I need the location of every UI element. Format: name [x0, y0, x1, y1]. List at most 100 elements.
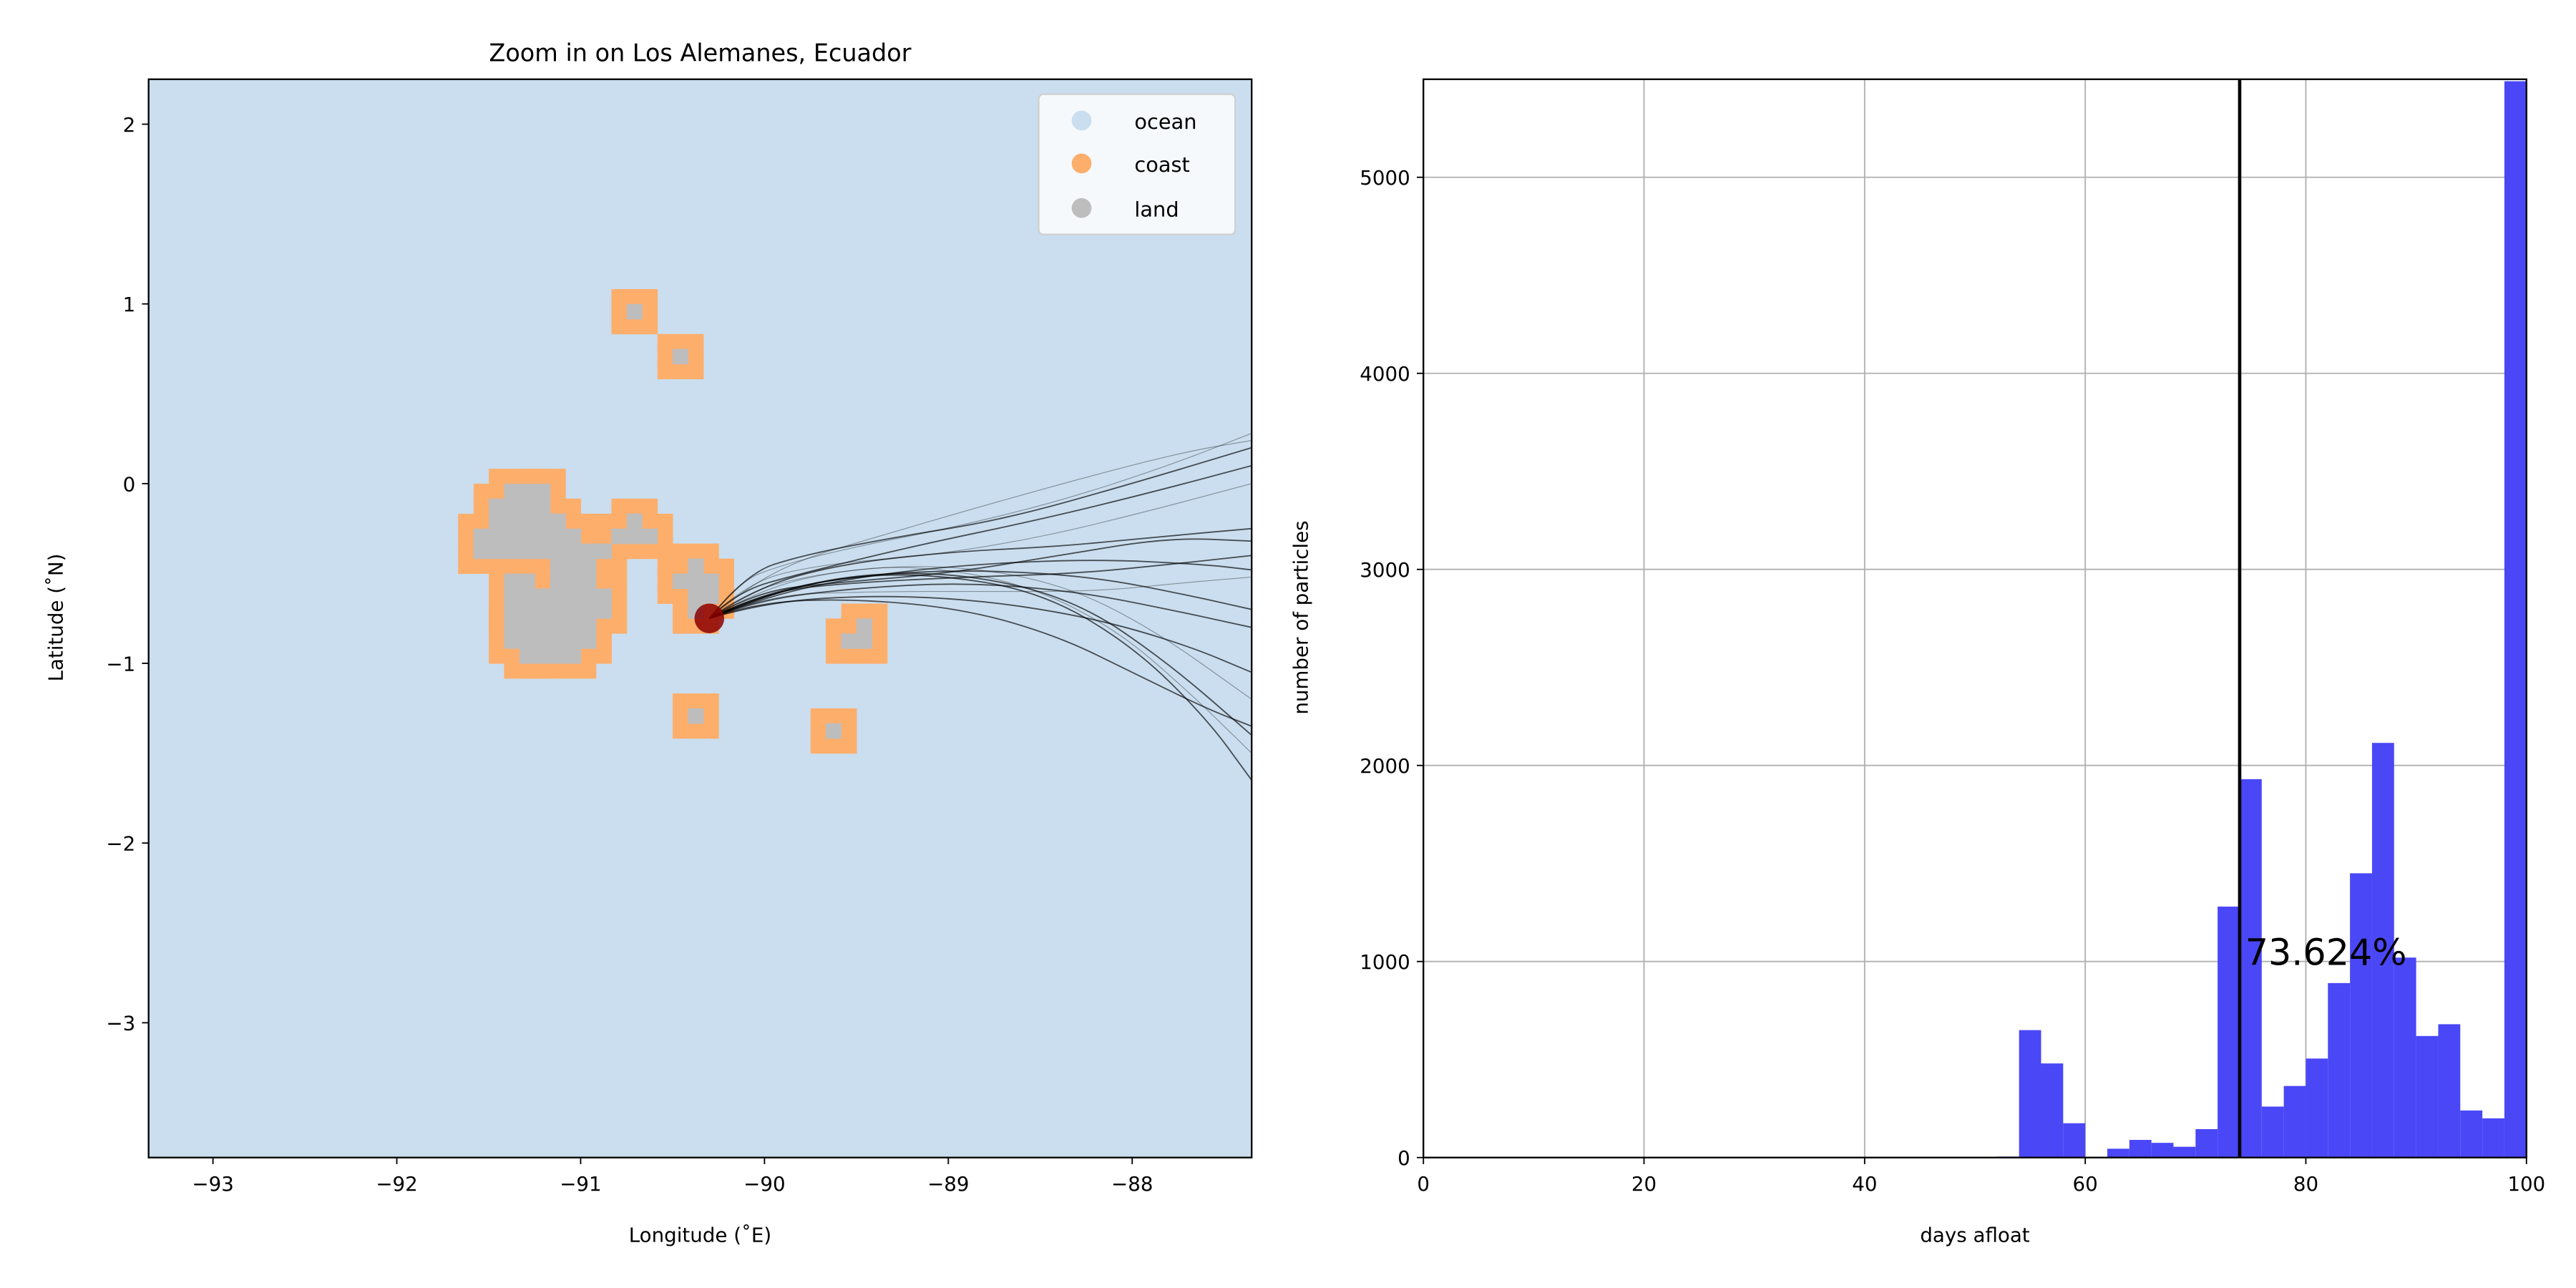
- coast-cell: [489, 603, 505, 620]
- coast-cell: [673, 693, 689, 709]
- coast-cell: [657, 528, 673, 545]
- coast-cell: [826, 738, 842, 754]
- land-cell: [826, 723, 842, 739]
- map-x-ticks: −93 −92 −91 −90 −89 −88: [192, 1157, 1153, 1196]
- map-y-ticks: 2 1 0 −1 −2 −3: [106, 113, 149, 1035]
- land-cell: [504, 633, 520, 649]
- map-y-tick-label: −2: [106, 832, 135, 856]
- hist-x-tick-label: 20: [1631, 1172, 1657, 1196]
- coast-cell: [473, 513, 489, 530]
- land-cell: [504, 483, 520, 499]
- coast-cell: [473, 483, 489, 499]
- land-cell: [703, 588, 719, 604]
- coast-cell: [504, 469, 520, 484]
- land-cell: [580, 573, 597, 590]
- hist-frame: [1423, 78, 2527, 1158]
- coast-cell: [489, 618, 505, 634]
- land-cell: [550, 648, 566, 664]
- hist-y-tick-label: 1000: [1360, 950, 1410, 974]
- hist-bar: [2041, 1063, 2064, 1158]
- land-cell: [673, 573, 689, 590]
- hist-bar: [2504, 81, 2527, 1158]
- map-y-tick-label: 0: [123, 472, 136, 496]
- trajectory-line: [708, 567, 1252, 754]
- trajectory-line: [708, 527, 1252, 619]
- land-cell: [550, 558, 566, 575]
- land-cell: [535, 603, 551, 619]
- coast-cell: [673, 723, 689, 739]
- coast-cell: [826, 633, 842, 649]
- coast-cell: [550, 483, 566, 499]
- land-cell: [519, 618, 535, 634]
- coast-cell: [504, 663, 520, 679]
- land-cell: [519, 603, 535, 619]
- coast-cell: [611, 588, 628, 604]
- map-x-tick-label: −90: [743, 1172, 785, 1196]
- hist-bars: [1996, 81, 2527, 1158]
- coast-cell: [657, 513, 673, 530]
- hist-x-ticks: 0 20 40 60 80 100: [1417, 1157, 2545, 1196]
- coast-cell: [535, 558, 551, 575]
- map-y-tick-label: −1: [106, 652, 135, 675]
- hist-bar: [2394, 957, 2416, 1158]
- hist-x-tick-label: 40: [1852, 1172, 1877, 1196]
- map-y-tick-label: 2: [123, 113, 136, 137]
- hist-bar: [2151, 1143, 2174, 1158]
- land-cell: [703, 573, 719, 590]
- map-x-tick-label: −88: [1111, 1172, 1153, 1196]
- legend-label-land: land: [1134, 197, 1179, 221]
- land-cell: [489, 498, 505, 514]
- hist-x-tick-label: 60: [2073, 1172, 2098, 1196]
- land-cell: [565, 558, 582, 575]
- map-frame: [147, 78, 1253, 1158]
- land-cell: [565, 573, 582, 590]
- land-cell: [550, 528, 566, 545]
- histogram-panel: 73.624% 0 20 40 60 80 100 0 1000 2000 3000 4000 50…: [1289, 78, 2545, 1246]
- coast-cell: [872, 618, 888, 634]
- land-cell: [565, 633, 582, 649]
- coast-cell: [565, 498, 582, 514]
- coast-cell: [826, 648, 842, 664]
- hist-bar: [2416, 1035, 2439, 1158]
- coast-cell: [810, 708, 826, 724]
- coast-cell: [673, 333, 689, 350]
- coast-cell: [611, 513, 628, 530]
- land-cell: [580, 603, 597, 619]
- land-cell: [642, 528, 658, 545]
- coast-cell: [688, 364, 704, 380]
- trajectory-line: [708, 447, 1252, 619]
- coast-cell: [595, 648, 612, 664]
- land-cell: [519, 528, 535, 545]
- hist-bar: [2063, 1123, 2086, 1158]
- coast-cell: [504, 558, 520, 575]
- land-cell: [489, 513, 505, 530]
- land-cell: [504, 498, 520, 514]
- land-cell: [535, 588, 551, 604]
- land-cell: [688, 708, 704, 724]
- hist-y-tick-label: 4000: [1360, 362, 1410, 386]
- land-cell: [535, 483, 551, 499]
- land-cell: [565, 543, 582, 560]
- land-cell: [504, 513, 520, 530]
- legend-marker-coast: [1071, 153, 1092, 174]
- coast-cell: [550, 498, 566, 514]
- coast-cell: [489, 483, 505, 499]
- land-cell: [535, 648, 551, 664]
- coast-cell: [688, 723, 704, 739]
- legend-box: [1038, 93, 1236, 235]
- land-cell: [519, 633, 535, 649]
- coast-cell: [489, 573, 505, 590]
- hist-bar: [2482, 1118, 2504, 1158]
- coast-cell: [458, 528, 474, 545]
- land-cell: [535, 528, 551, 545]
- coast-cell: [580, 528, 597, 545]
- legend-label-ocean: ocean: [1134, 109, 1196, 134]
- land-cell: [519, 543, 535, 560]
- land-cell: [688, 573, 704, 590]
- coast-cell: [688, 543, 704, 560]
- coast-cell: [535, 663, 551, 679]
- hist-bar: [2129, 1140, 2152, 1158]
- coast-cell: [550, 469, 566, 484]
- coast-cell: [519, 663, 536, 679]
